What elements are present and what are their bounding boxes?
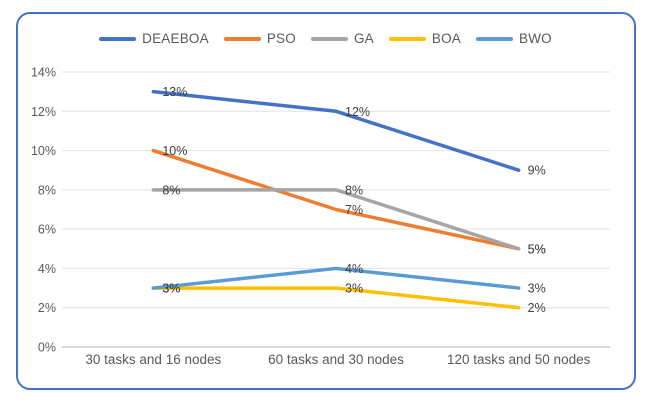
y-axis-tick-label: 10% bbox=[31, 144, 56, 158]
data-label-ga: 8% bbox=[345, 183, 363, 197]
legend-label: BWO bbox=[518, 31, 552, 46]
legend-label: DEAEBOA bbox=[142, 31, 209, 46]
legend-item-pso: PSO bbox=[223, 31, 296, 46]
legend-item-deaeboa: DEAEBOA bbox=[99, 31, 209, 46]
series-line-bwo bbox=[151, 266, 521, 290]
legend-line-swatch bbox=[310, 36, 348, 41]
data-label-deaeboa: 12% bbox=[345, 105, 370, 119]
series-line-boa bbox=[151, 286, 521, 310]
legend-item-bwo: BWO bbox=[475, 31, 552, 46]
series-line-deaeboa bbox=[151, 89, 521, 172]
data-label-pso: 7% bbox=[345, 203, 363, 217]
data-label-ga: 5% bbox=[528, 242, 546, 256]
y-axis-tick-label: 12% bbox=[31, 105, 56, 119]
data-label-boa: 3% bbox=[162, 282, 180, 296]
legend-item-ga: GA bbox=[310, 31, 374, 46]
legend-line-swatch bbox=[223, 36, 261, 41]
y-axis-tick-label: 14% bbox=[31, 66, 56, 80]
x-axis-category-label: 60 tasks and 30 nodes bbox=[268, 352, 404, 367]
data-label-deaeboa: 9% bbox=[528, 164, 546, 178]
legend-item-boa: BOA bbox=[388, 31, 461, 46]
data-label-bwo: 4% bbox=[345, 262, 363, 276]
y-axis-tick-label: 4% bbox=[38, 262, 56, 276]
chart-legend: DEAEBOA PSO GA BOA BWO bbox=[0, 31, 651, 46]
y-axis-tick-label: 2% bbox=[38, 301, 56, 315]
x-axis-category-label: 30 tasks and 16 nodes bbox=[85, 352, 221, 367]
legend-line-swatch bbox=[99, 36, 137, 41]
data-label-pso: 5% bbox=[528, 242, 546, 256]
data-label-boa: 2% bbox=[528, 301, 546, 315]
y-axis-tick-label: 8% bbox=[38, 183, 56, 197]
legend-line-swatch bbox=[475, 36, 513, 41]
series-line-pso bbox=[151, 148, 521, 251]
series-line-ga bbox=[151, 188, 521, 251]
data-label-deaeboa: 13% bbox=[162, 85, 187, 99]
data-label-ga: 8% bbox=[162, 183, 180, 197]
data-label-boa: 3% bbox=[345, 282, 363, 296]
legend-label: BOA bbox=[431, 31, 461, 46]
legend-line-swatch bbox=[388, 36, 426, 41]
data-label-bwo: 3% bbox=[162, 282, 180, 296]
legend-label: PSO bbox=[266, 31, 296, 46]
data-label-bwo: 3% bbox=[528, 282, 546, 296]
x-axis-category-label: 120 tasks and 50 nodes bbox=[447, 352, 591, 367]
y-axis-tick-label: 6% bbox=[38, 223, 56, 237]
chart-card bbox=[16, 12, 636, 390]
y-axis-tick-label: 0% bbox=[38, 341, 56, 355]
data-label-pso: 10% bbox=[162, 144, 187, 158]
legend-label: GA bbox=[353, 31, 374, 46]
